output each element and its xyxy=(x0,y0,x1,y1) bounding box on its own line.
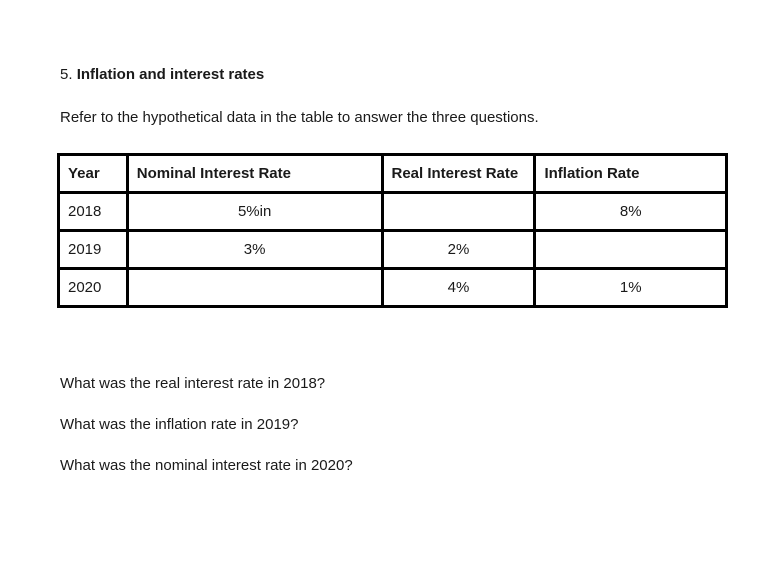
table-row-2018: 2018 5%in 8% xyxy=(57,191,728,232)
header-cell-real: Real Interest Rate xyxy=(380,153,537,194)
cell-2020-year: 2020 xyxy=(57,267,129,308)
cell-2018-inflation: 8% xyxy=(533,191,728,232)
cell-2019-year: 2019 xyxy=(57,229,129,270)
questions-section: What was the real interest rate in 2018?… xyxy=(60,374,728,476)
cell-2020-nominal xyxy=(125,267,384,308)
table-row-2020: 2020 4% 1% xyxy=(57,267,728,308)
cell-2019-nominal: 3% xyxy=(125,229,384,270)
cell-2019-real: 2% xyxy=(380,229,537,270)
table-row-2019: 2019 3% 2% xyxy=(57,229,728,270)
section-title: Inflation and interest rates xyxy=(76,66,265,83)
header-cell-inflation: Inflation Rate xyxy=(533,153,728,194)
cell-2020-real: 4% xyxy=(380,267,537,308)
question-real-2018: What was the real interest rate in 2018? xyxy=(60,375,326,392)
table-header-row: Year Nominal Interest Rate Real Interest… xyxy=(57,153,728,194)
cell-2019-inflation xyxy=(533,229,728,270)
cell-2018-real xyxy=(380,191,537,232)
section-heading: 5. Inflation and interest rates xyxy=(60,64,728,86)
question-inflation-2019: What was the inflation rate in 2019? xyxy=(60,416,299,433)
header-cell-nominal: Nominal Interest Rate xyxy=(125,153,384,194)
question-nominal-2020: What was the nominal interest rate in 20… xyxy=(60,457,353,474)
cell-2018-nominal: 5%in xyxy=(125,191,384,232)
cell-2018-year: 2018 xyxy=(57,191,129,232)
cell-2020-inflation: 1% xyxy=(533,267,728,308)
intro-text: Refer to the hypothetical data in the ta… xyxy=(60,109,539,126)
header-cell-year: Year xyxy=(57,153,129,194)
document-content: 5. Inflation and interest rates Refer to… xyxy=(57,64,728,476)
section-number: 5. xyxy=(60,66,73,83)
interest-rates-table: Year Nominal Interest Rate Real Interest… xyxy=(57,153,728,308)
